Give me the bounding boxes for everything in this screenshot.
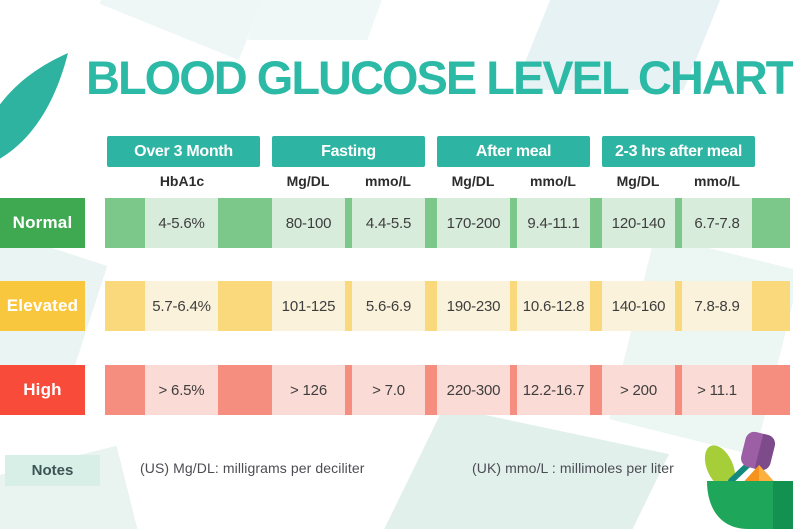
cell-normal-after-meal-mmol: 9.4-11.1 [517, 198, 590, 248]
cell-high-after-meal-mmol: 12.2-16.7 [517, 365, 590, 415]
color-swatch [425, 365, 437, 415]
row-label-high: High [0, 365, 85, 415]
row-label-elevated: Elevated [0, 281, 85, 331]
color-swatch [218, 281, 272, 331]
cell-high-23hrs-mgdl: > 200 [602, 365, 675, 415]
cell-normal-23hrs-mgdl: 120-140 [602, 198, 675, 248]
unit-label-23hrs-mmol: mmo/L [694, 173, 740, 189]
color-swatch [105, 198, 145, 248]
color-swatch [510, 365, 517, 415]
cell-high-hba1c: > 6.5% [145, 365, 218, 415]
color-swatch [752, 198, 790, 248]
color-swatch [218, 365, 272, 415]
cell-high-fasting-mgdl: > 126 [272, 365, 345, 415]
cell-elevated-23hrs-mgdl: 140-160 [602, 281, 675, 331]
column-header-after-meal: After meal [437, 136, 590, 167]
column-header-fasting: Fasting [272, 136, 425, 167]
background-shape [247, 0, 393, 40]
color-swatch [425, 281, 437, 331]
color-swatch [218, 198, 272, 248]
unit-label-hba1c: HbA1c [159, 173, 205, 189]
cell-elevated-hba1c: 5.7-6.4% [145, 281, 218, 331]
cell-elevated-fasting-mmol: 5.6-6.9 [352, 281, 425, 331]
cell-normal-23hrs-mmol: 6.7-7.8 [682, 198, 752, 248]
note-uk-units: (UK) mmo/L : millimoles per liter [472, 460, 674, 476]
row-band-high: > 6.5% > 126 > 7.0 220-300 12.2-16.7 > 2… [105, 365, 790, 415]
cell-elevated-after-meal-mgdl: 190-230 [437, 281, 510, 331]
column-header-2-3-hrs-after-meal: 2-3 hrs after meal [602, 136, 755, 167]
unit-label-after-meal-mmol: mmo/L [530, 173, 576, 189]
row-label-normal: Normal [0, 198, 85, 248]
cell-high-23hrs-mmol: > 11.1 [682, 365, 752, 415]
color-swatch [510, 198, 517, 248]
page-title: BLOOD GLUCOSE LEVEL CHART [86, 51, 793, 104]
cell-elevated-23hrs-mmol: 7.8-8.9 [682, 281, 752, 331]
background-shape [609, 234, 793, 456]
cell-high-fasting-mmol: > 7.0 [352, 365, 425, 415]
notes-label: Notes [5, 455, 100, 486]
color-swatch [675, 365, 682, 415]
color-swatch [345, 281, 352, 331]
unit-label-fasting-mgdl: Mg/DL [286, 173, 330, 189]
leaf-icon [0, 53, 68, 159]
cell-elevated-fasting-mgdl: 101-125 [272, 281, 345, 331]
note-us-units: (US) Mg/DL: milligrams per deciliter [140, 460, 365, 476]
healthy-food-bowl-icon [704, 429, 793, 529]
unit-label-after-meal-mgdl: Mg/DL [451, 173, 495, 189]
cell-normal-fasting-mmol: 4.4-5.5 [352, 198, 425, 248]
cell-elevated-after-meal-mmol: 10.6-12.8 [517, 281, 590, 331]
cell-high-after-meal-mgdl: 220-300 [437, 365, 510, 415]
color-swatch [752, 281, 790, 331]
cell-normal-after-meal-mgdl: 170-200 [437, 198, 510, 248]
column-header-over-3-month: Over 3 Month [107, 136, 260, 167]
color-swatch [590, 198, 602, 248]
color-swatch [105, 281, 145, 331]
color-swatch [590, 281, 602, 331]
color-swatch [345, 365, 352, 415]
cell-normal-fasting-mgdl: 80-100 [272, 198, 345, 248]
color-swatch [675, 281, 682, 331]
color-swatch [510, 281, 517, 331]
color-swatch [675, 198, 682, 248]
color-swatch [425, 198, 437, 248]
color-swatch [752, 365, 790, 415]
color-swatch [105, 365, 145, 415]
unit-label-fasting-mmol: mmo/L [365, 173, 411, 189]
color-swatch [345, 198, 352, 248]
row-band-elevated: 5.7-6.4% 101-125 5.6-6.9 190-230 10.6-12… [105, 281, 790, 331]
color-swatch [590, 365, 602, 415]
cell-normal-hba1c: 4-5.6% [145, 198, 218, 248]
unit-label-23hrs-mgdl: Mg/DL [616, 173, 660, 189]
row-band-normal: 4-5.6% 80-100 4.4-5.5 170-200 9.4-11.1 1… [105, 198, 790, 248]
